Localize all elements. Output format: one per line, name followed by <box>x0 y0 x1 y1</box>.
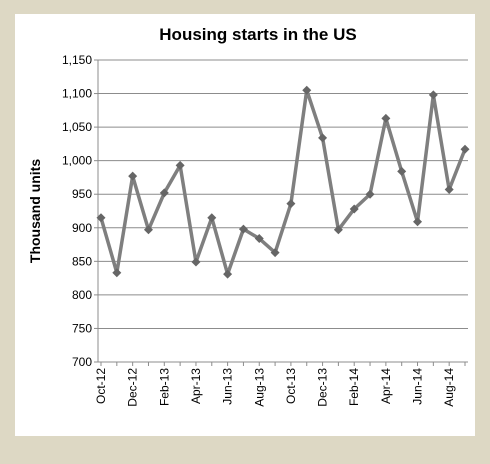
x-tick-label: Feb-13 <box>157 368 171 406</box>
marker <box>302 85 312 95</box>
marker <box>238 224 248 234</box>
y-tick-label: 750 <box>72 321 92 335</box>
y-tick-label: 800 <box>72 288 92 302</box>
x-tick-label: Jun-13 <box>221 368 235 405</box>
x-tick-label: Aug-13 <box>252 368 266 407</box>
y-tick-label: 1,050 <box>62 120 92 134</box>
x-tick-label: Feb-14 <box>347 368 361 406</box>
x-tick-label: Apr-13 <box>189 368 203 404</box>
marker <box>286 199 296 209</box>
marker <box>191 257 201 267</box>
x-tick-label: Oct-12 <box>94 368 108 404</box>
marker <box>397 166 407 176</box>
marker <box>223 269 233 279</box>
y-tick-label: 700 <box>72 355 92 369</box>
marker <box>175 160 185 170</box>
marker <box>96 213 106 223</box>
x-tick-label: Oct-13 <box>284 368 298 404</box>
marker <box>270 248 280 258</box>
marker <box>444 185 454 195</box>
marker <box>333 225 343 235</box>
marker <box>254 234 264 244</box>
marker <box>381 113 391 123</box>
x-tick-label: Dec-13 <box>316 368 330 407</box>
panel <box>15 14 475 436</box>
x-tick-label: Dec-12 <box>126 368 140 407</box>
y-axis-label: Thousand units <box>27 159 43 263</box>
y-tick-label: 1,150 <box>62 53 92 67</box>
marker <box>413 217 423 227</box>
marker <box>128 171 138 181</box>
chart-title: Housing starts in the US <box>159 25 356 44</box>
y-tick-label: 850 <box>72 254 92 268</box>
x-tick-label: Jun-14 <box>411 368 425 405</box>
marker <box>318 133 328 143</box>
x-tick-label: Apr-14 <box>379 368 393 404</box>
marker <box>112 268 122 278</box>
marker <box>159 188 169 198</box>
marker <box>460 144 470 154</box>
marker <box>349 204 359 214</box>
y-tick-label: 1,100 <box>62 87 92 101</box>
marker <box>207 213 217 223</box>
marker <box>428 90 438 100</box>
line-series <box>99 88 467 276</box>
x-tick-label: Aug-14 <box>442 368 456 407</box>
y-tick-label: 1,000 <box>62 154 92 168</box>
y-tick-label: 950 <box>72 187 92 201</box>
y-tick-label: 900 <box>72 221 92 235</box>
marker <box>365 189 375 199</box>
marker <box>143 225 153 235</box>
